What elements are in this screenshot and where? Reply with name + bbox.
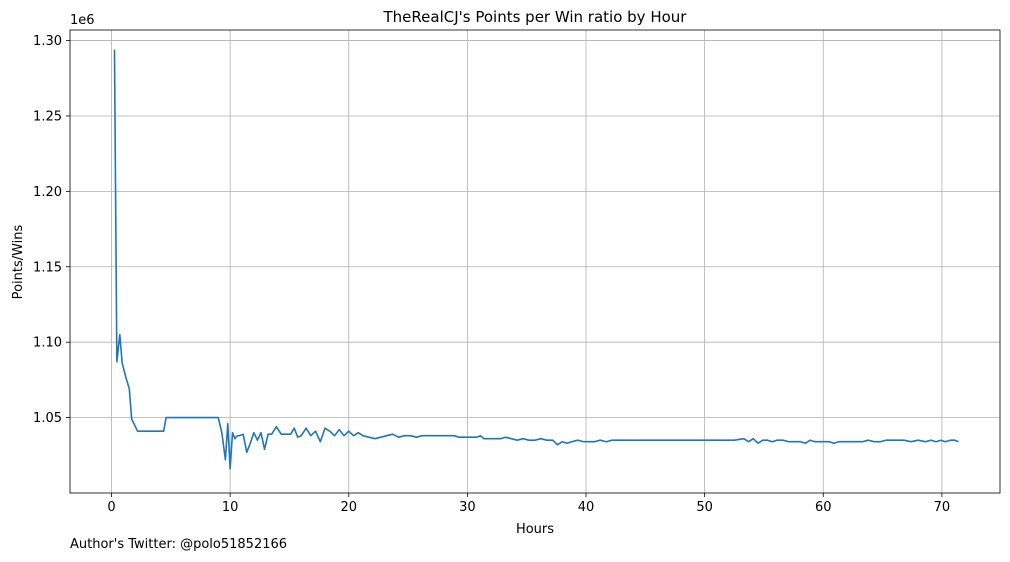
grid <box>70 30 1000 493</box>
x-tick-label: 20 <box>340 500 357 515</box>
y-tick-label: 1.30 <box>33 34 62 49</box>
y-tick-label: 1.10 <box>33 336 62 351</box>
x-tick-label: 30 <box>459 500 476 515</box>
y-tick-label: 1.20 <box>33 185 62 200</box>
x-tick-label: 50 <box>696 500 713 515</box>
axis-ticks: 0 10 20 30 40 50 60 70 1.05 1.10 1.15 1.20 1.25 1.30 <box>33 34 950 515</box>
author-twitter-footer: Author's Twitter: @polo51852166 <box>70 537 288 552</box>
x-tick-label: 60 <box>815 500 832 515</box>
series-line <box>113 49 959 470</box>
x-tick-label: 0 <box>107 500 115 515</box>
plot-frame <box>69 29 1001 494</box>
chart-title: TheRealCJ's Points per Win ratio by Hour <box>383 8 688 26</box>
y-axis-label: Points/Wins <box>11 224 26 299</box>
y-offset-label: 1e6 <box>70 13 95 28</box>
y-tick-label: 1.15 <box>33 260 62 275</box>
y-tick-label: 1.05 <box>33 411 62 426</box>
y-tick-label: 1.25 <box>33 109 62 124</box>
x-tick-label: 10 <box>222 500 239 515</box>
x-tick-label: 70 <box>934 500 951 515</box>
x-tick-label: 40 <box>578 500 595 515</box>
series-layer <box>113 49 959 470</box>
x-axis-label: Hours <box>516 522 554 537</box>
